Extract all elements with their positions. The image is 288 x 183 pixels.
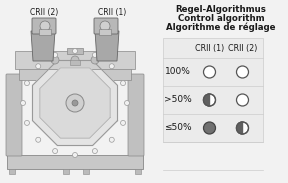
Circle shape <box>92 53 97 57</box>
FancyBboxPatch shape <box>67 48 83 54</box>
FancyBboxPatch shape <box>99 29 111 35</box>
Circle shape <box>204 122 215 134</box>
Text: CRII (2): CRII (2) <box>228 44 257 53</box>
Circle shape <box>71 56 79 64</box>
FancyBboxPatch shape <box>7 155 143 169</box>
Circle shape <box>121 120 126 125</box>
FancyBboxPatch shape <box>15 51 135 69</box>
Circle shape <box>40 21 50 31</box>
Text: ≤50%: ≤50% <box>164 124 192 132</box>
Circle shape <box>36 137 41 142</box>
Circle shape <box>24 81 29 86</box>
FancyBboxPatch shape <box>163 38 263 142</box>
FancyBboxPatch shape <box>9 169 15 174</box>
Circle shape <box>53 53 58 57</box>
FancyBboxPatch shape <box>63 169 69 174</box>
FancyBboxPatch shape <box>83 169 89 174</box>
Circle shape <box>73 152 77 158</box>
Circle shape <box>109 137 114 142</box>
Polygon shape <box>95 31 119 61</box>
Circle shape <box>51 56 59 64</box>
FancyBboxPatch shape <box>128 74 144 156</box>
Circle shape <box>20 100 26 106</box>
Circle shape <box>121 81 126 86</box>
Circle shape <box>92 149 97 154</box>
Circle shape <box>236 94 249 106</box>
Wedge shape <box>204 94 209 106</box>
Text: >50%: >50% <box>164 96 192 104</box>
Wedge shape <box>236 122 242 134</box>
Text: Control algorithm: Control algorithm <box>178 14 264 23</box>
FancyBboxPatch shape <box>32 18 56 34</box>
Circle shape <box>91 56 99 64</box>
FancyBboxPatch shape <box>6 74 22 156</box>
Polygon shape <box>31 31 55 61</box>
Polygon shape <box>40 68 110 138</box>
Circle shape <box>236 66 249 78</box>
FancyBboxPatch shape <box>39 29 51 35</box>
Circle shape <box>72 100 78 106</box>
Circle shape <box>73 48 77 53</box>
Circle shape <box>36 64 41 69</box>
FancyBboxPatch shape <box>94 18 118 34</box>
Circle shape <box>66 94 84 112</box>
Circle shape <box>100 21 110 31</box>
Circle shape <box>204 94 215 106</box>
FancyBboxPatch shape <box>135 169 141 174</box>
FancyBboxPatch shape <box>19 68 131 80</box>
Text: CRII (1): CRII (1) <box>195 44 224 53</box>
Circle shape <box>53 149 58 154</box>
Circle shape <box>109 64 114 69</box>
Text: CRII (1): CRII (1) <box>98 8 126 17</box>
Circle shape <box>124 100 130 106</box>
Circle shape <box>204 66 215 78</box>
Text: Algorithme de réglage: Algorithme de réglage <box>166 23 276 33</box>
Text: CRII (2): CRII (2) <box>30 8 58 17</box>
Text: Regel-Algorithmus: Regel-Algorithmus <box>176 5 266 14</box>
Circle shape <box>236 122 249 134</box>
FancyBboxPatch shape <box>70 60 80 65</box>
Circle shape <box>24 120 29 125</box>
Polygon shape <box>33 61 118 145</box>
Text: 100%: 100% <box>165 68 191 76</box>
